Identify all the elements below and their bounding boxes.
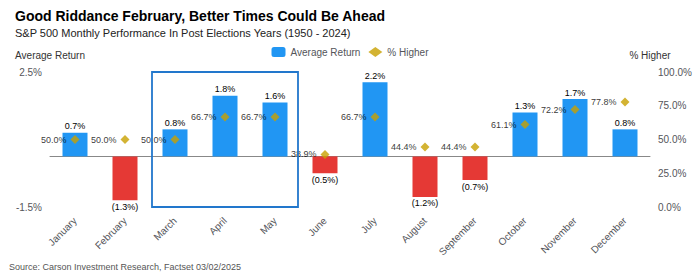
svg-text:S&P 500 Monthly Performance In: S&P 500 Monthly Performance In Post Elec… xyxy=(15,27,351,39)
svg-text:50.0%: 50.0% xyxy=(141,135,167,145)
svg-text:Average Return: Average Return xyxy=(291,47,361,58)
svg-text:February: February xyxy=(93,215,129,251)
svg-text:July: July xyxy=(359,215,379,235)
svg-text:44.4%: 44.4% xyxy=(441,142,467,152)
svg-text:50.0%: 50.0% xyxy=(658,134,686,145)
svg-text:Good Riddance February, Better: Good Riddance February, Better Times Cou… xyxy=(15,8,385,24)
svg-text:December: December xyxy=(589,215,630,256)
svg-text:77.8%: 77.8% xyxy=(591,97,617,107)
svg-text:50.0%: 50.0% xyxy=(91,135,117,145)
svg-text:66.7%: 66.7% xyxy=(241,112,267,122)
svg-text:June: June xyxy=(306,215,329,238)
svg-text:March: March xyxy=(151,215,178,242)
svg-text:Average Return: Average Return xyxy=(15,50,85,61)
svg-text:100.0%: 100.0% xyxy=(658,67,692,78)
svg-text:August: August xyxy=(399,215,429,245)
svg-text:(0.7%): (0.7%) xyxy=(462,182,489,192)
svg-text:November: November xyxy=(539,215,580,256)
svg-text:61.1%: 61.1% xyxy=(491,120,517,130)
svg-text:% Higher: % Higher xyxy=(629,50,671,61)
svg-text:75.0%: 75.0% xyxy=(658,100,686,111)
svg-text:66.7%: 66.7% xyxy=(191,112,217,122)
svg-text:1.7%: 1.7% xyxy=(565,88,586,98)
svg-text:44.4%: 44.4% xyxy=(391,142,417,152)
svg-text:(1.2%): (1.2%) xyxy=(412,198,439,208)
svg-text:September: September xyxy=(437,215,480,258)
svg-text:25.0%: 25.0% xyxy=(658,168,686,179)
svg-text:0.8%: 0.8% xyxy=(615,118,636,128)
svg-text:72.2%: 72.2% xyxy=(541,105,567,115)
svg-text:2.5%: 2.5% xyxy=(19,67,42,78)
svg-text:(0.5%): (0.5%) xyxy=(312,175,339,185)
svg-text:October: October xyxy=(496,215,529,248)
svg-text:1.3%: 1.3% xyxy=(515,101,536,111)
svg-text:2.2%: 2.2% xyxy=(365,71,386,81)
svg-text:-1.5%: -1.5% xyxy=(16,202,42,213)
svg-text:(1.3%): (1.3%) xyxy=(112,202,139,212)
svg-text:1.6%: 1.6% xyxy=(265,91,286,101)
svg-text:0.8%: 0.8% xyxy=(165,118,186,128)
svg-text:66.7%: 66.7% xyxy=(341,112,367,122)
svg-text:0.7%: 0.7% xyxy=(65,121,86,131)
svg-text:1.8%: 1.8% xyxy=(215,84,236,94)
svg-text:January: January xyxy=(46,215,79,248)
svg-text:Source: Carson Investment Rese: Source: Carson Investment Research, Fact… xyxy=(9,262,241,272)
svg-text:0.0%: 0.0% xyxy=(658,202,681,213)
svg-text:May: May xyxy=(258,215,279,236)
svg-text:% Higher: % Higher xyxy=(387,47,429,58)
svg-text:50.0%: 50.0% xyxy=(41,135,67,145)
svg-text:April: April xyxy=(207,215,229,237)
svg-text:38.9%: 38.9% xyxy=(291,149,317,159)
